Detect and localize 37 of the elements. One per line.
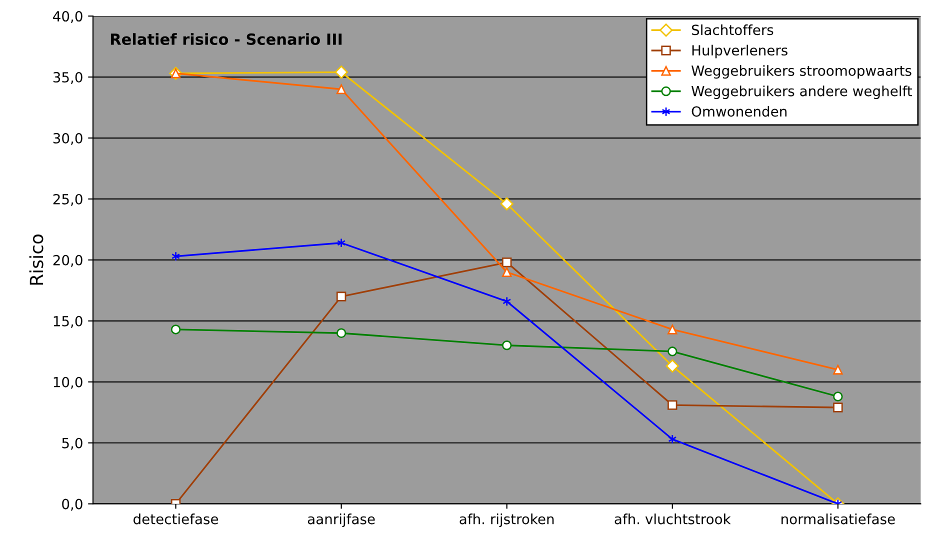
- point: [336, 84, 346, 94]
- legend-label: Slachtoffers: [692, 24, 774, 36]
- x-tick-label: normalisatiefase: [782, 514, 895, 524]
- y-tick-label: 30,0: [53, 132, 82, 145]
- point: [170, 324, 181, 334]
- legend-label: Omwonenden: [692, 106, 786, 117]
- legend-label: Weggebruikers stroomopwaarts: [692, 65, 912, 79]
- point: [668, 346, 678, 356]
- y-tick-label: 10,0: [54, 376, 82, 389]
- point: [334, 66, 348, 79]
- x-tick-label: afh. rijstroken: [460, 514, 554, 528]
- point: [502, 258, 512, 268]
- y-tick-label: 25,0: [53, 194, 82, 206]
- point: [336, 292, 346, 302]
- point: [833, 392, 843, 402]
- y-tick-label: 20,0: [53, 254, 82, 267]
- point: [500, 197, 514, 210]
- y-tick-label: 0,0: [62, 498, 82, 511]
- y-tick-label: 15,0: [54, 316, 82, 328]
- point: [833, 364, 843, 375]
- x-tick-label: detectiefase: [134, 514, 218, 524]
- x-tick-label: afh. vluchtstrook: [614, 514, 731, 524]
- x-tick-label: aanrijfase: [308, 514, 375, 528]
- point: [668, 324, 678, 334]
- point: [833, 402, 843, 412]
- point: [502, 267, 512, 278]
- point: [668, 400, 678, 410]
- y-tick-label: 35,0: [53, 72, 82, 84]
- y-tick-label: 5,0: [62, 438, 82, 450]
- text: Relatief risico - Scenario III: [110, 33, 342, 45]
- point: [666, 359, 679, 373]
- legend-label: Weggebruikers andere weghelft: [692, 86, 912, 100]
- legend-label: Hulpverleners: [692, 44, 788, 58]
- point: [502, 340, 512, 350]
- point: [336, 328, 346, 338]
- y-tick-label: 40,0: [53, 11, 82, 23]
- y-axis-title: Risico: [29, 234, 44, 285]
